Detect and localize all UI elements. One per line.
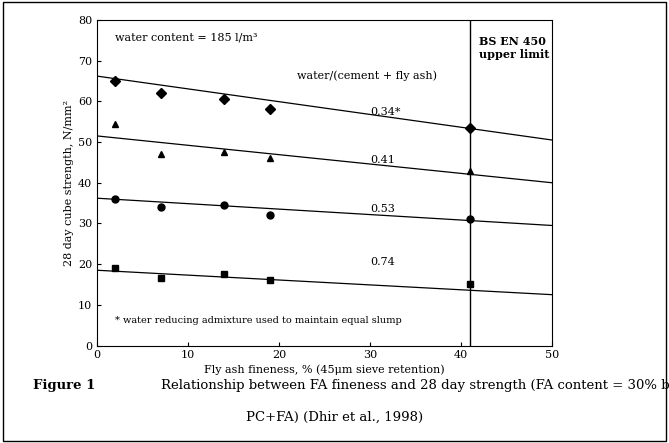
Text: 0.41: 0.41	[370, 155, 395, 165]
Text: * water reducing admixture used to maintain equal slump: * water reducing admixture used to maint…	[115, 316, 402, 325]
Text: Figure 1: Figure 1	[33, 379, 96, 392]
Text: BS EN 450
upper limit: BS EN 450 upper limit	[479, 36, 549, 60]
Text: PC+FA) (Dhir et al., 1998): PC+FA) (Dhir et al., 1998)	[246, 411, 423, 424]
Text: 0.74: 0.74	[370, 257, 395, 267]
Y-axis label: 28 day cube strength, N/mm²: 28 day cube strength, N/mm²	[64, 100, 74, 266]
Text: Relationship between FA fineness and 28 day strength (FA content = 30% by mass o: Relationship between FA fineness and 28 …	[161, 379, 669, 392]
Text: water/(cement + fly ash): water/(cement + fly ash)	[297, 71, 437, 82]
Text: water content = 185 l/m³: water content = 185 l/m³	[115, 32, 258, 42]
X-axis label: Fly ash fineness, % (45μm sieve retention): Fly ash fineness, % (45μm sieve retentio…	[204, 365, 445, 375]
Text: 0.53: 0.53	[370, 204, 395, 214]
Text: 0.34*: 0.34*	[370, 106, 401, 117]
